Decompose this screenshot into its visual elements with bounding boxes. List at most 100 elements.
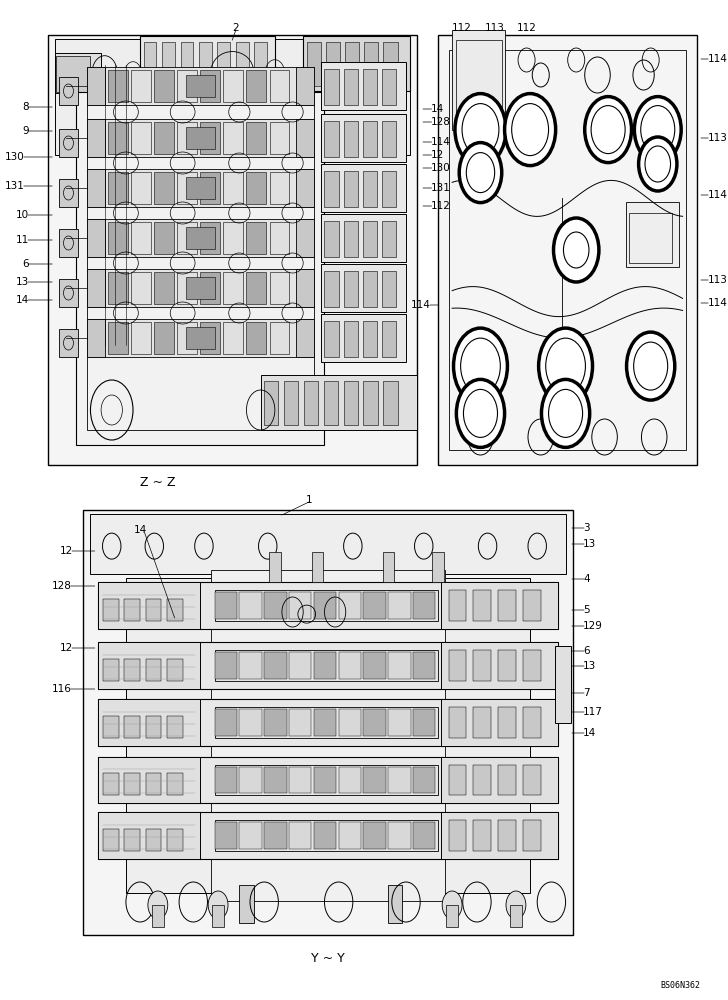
Text: 113: 113 <box>708 275 727 285</box>
Bar <box>98 812 558 858</box>
Bar <box>264 652 287 678</box>
Bar <box>215 650 438 680</box>
Bar <box>58 77 79 105</box>
Bar <box>98 582 558 629</box>
Bar <box>76 92 325 445</box>
Bar <box>103 599 119 621</box>
Bar <box>108 322 128 354</box>
Bar <box>223 322 243 354</box>
Circle shape <box>539 328 593 404</box>
Bar <box>321 62 406 110</box>
Bar <box>314 592 336 619</box>
Text: BS06N362: BS06N362 <box>660 981 700 990</box>
Bar <box>200 272 220 304</box>
Circle shape <box>638 137 677 191</box>
Circle shape <box>505 94 555 166</box>
Bar <box>289 709 312 736</box>
Bar <box>296 219 314 257</box>
Text: 128: 128 <box>431 117 451 127</box>
Circle shape <box>665 133 672 143</box>
Bar <box>363 381 378 425</box>
Circle shape <box>455 94 506 166</box>
Bar <box>108 122 128 154</box>
Bar <box>186 127 215 149</box>
Bar <box>269 272 289 304</box>
Bar <box>87 219 105 257</box>
Bar <box>321 214 406 262</box>
Text: 5: 5 <box>583 605 590 615</box>
Bar <box>473 707 491 738</box>
Bar <box>261 375 416 430</box>
Bar <box>146 773 162 795</box>
Bar <box>108 70 128 102</box>
Circle shape <box>459 143 502 203</box>
Bar <box>413 592 435 619</box>
Bar <box>264 709 287 736</box>
Bar <box>448 590 467 621</box>
Bar <box>289 592 312 619</box>
Bar <box>314 766 336 793</box>
Bar <box>498 707 516 738</box>
Bar <box>87 119 105 157</box>
Bar <box>55 39 410 155</box>
Bar <box>448 764 467 795</box>
Bar <box>87 319 105 357</box>
Bar <box>58 229 79 257</box>
Text: Z ~ Z: Z ~ Z <box>140 477 175 489</box>
Bar <box>363 766 386 793</box>
Bar <box>131 122 151 154</box>
Bar <box>325 69 339 105</box>
Bar <box>152 905 164 927</box>
Bar <box>143 42 157 86</box>
Bar <box>321 314 406 362</box>
Bar <box>178 172 197 204</box>
Bar <box>108 272 128 304</box>
Text: 14: 14 <box>431 104 444 114</box>
Bar <box>344 271 357 307</box>
Circle shape <box>641 106 675 154</box>
Bar <box>126 578 232 892</box>
Text: 112: 112 <box>431 201 451 211</box>
Bar <box>126 582 530 638</box>
Bar <box>339 709 361 736</box>
Bar <box>87 319 314 357</box>
Bar <box>223 122 243 154</box>
Bar <box>413 652 435 678</box>
Bar <box>264 822 287 848</box>
Text: 131: 131 <box>431 183 451 193</box>
Bar <box>247 272 266 304</box>
Bar <box>269 322 289 354</box>
Bar <box>344 69 357 105</box>
Bar <box>383 552 394 582</box>
Bar <box>289 822 312 848</box>
Bar <box>306 42 321 86</box>
Text: 13: 13 <box>583 661 596 671</box>
Bar <box>124 773 140 795</box>
Text: 12: 12 <box>60 546 73 556</box>
Bar <box>325 321 339 357</box>
Bar <box>523 707 541 738</box>
Bar <box>382 121 396 157</box>
Bar <box>296 67 314 105</box>
Bar <box>154 322 174 354</box>
Bar <box>363 171 377 207</box>
Text: 114: 114 <box>431 137 451 147</box>
Text: 129: 129 <box>583 621 604 631</box>
Text: 2: 2 <box>232 23 239 33</box>
Bar <box>215 822 237 848</box>
Bar <box>154 272 174 304</box>
Bar <box>448 820 467 850</box>
Bar <box>388 652 411 678</box>
Bar <box>108 172 128 204</box>
Bar <box>87 269 105 307</box>
Bar <box>296 169 314 207</box>
Circle shape <box>542 379 590 447</box>
Bar <box>87 67 314 105</box>
Bar <box>215 652 237 678</box>
Bar <box>264 592 287 619</box>
Bar <box>344 171 357 207</box>
Bar <box>363 592 386 619</box>
Text: 114: 114 <box>708 298 727 308</box>
Bar <box>200 222 220 254</box>
Bar <box>247 70 266 102</box>
